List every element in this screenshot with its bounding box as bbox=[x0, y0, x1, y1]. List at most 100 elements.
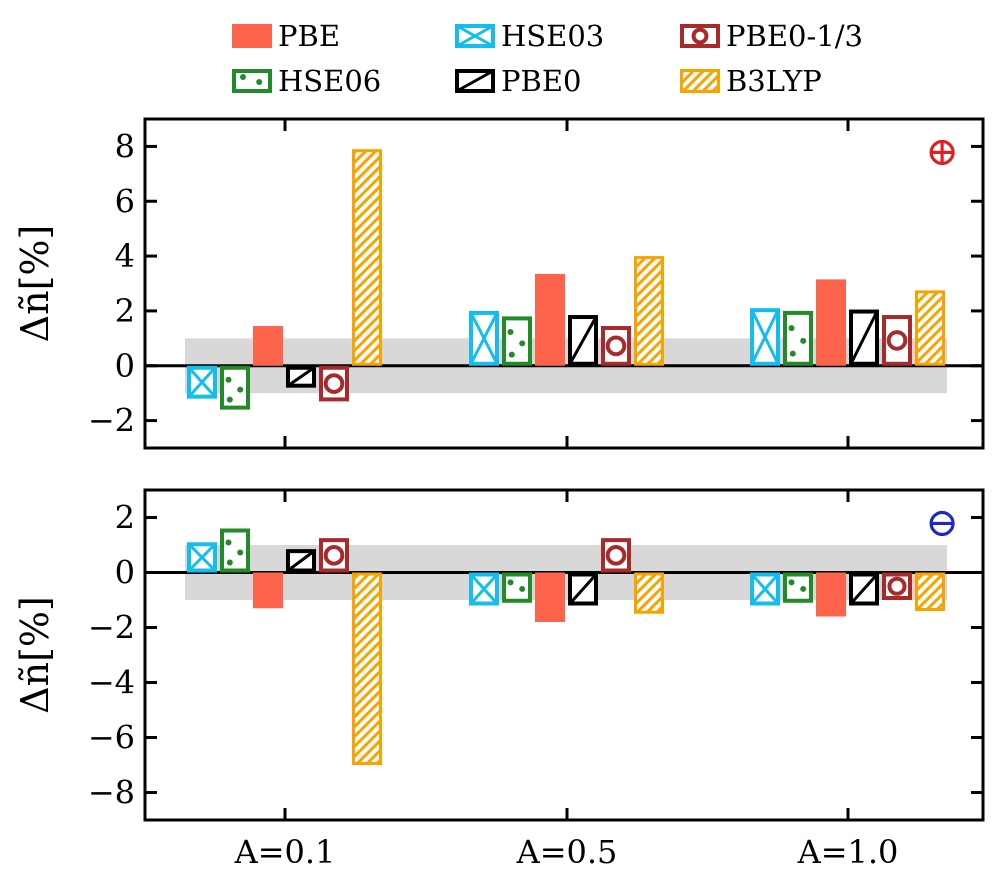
bar-hse06-a-1-0 bbox=[783, 310, 813, 366]
bar-pbe0-a-0-1 bbox=[286, 549, 316, 573]
bar-b3lyp-a-0-5-fill bbox=[634, 256, 664, 366]
y-tick-label: −2 bbox=[88, 609, 135, 647]
legend-item-pbe0-1-3: PBE0-1/3 bbox=[680, 19, 863, 53]
panel-symbol: ⊕ bbox=[925, 129, 959, 175]
bar-b3lyp-a-0-5 bbox=[634, 256, 664, 366]
bar-pbe-a-1-0 bbox=[816, 572, 846, 617]
bar-b3lyp-a-1-0 bbox=[915, 290, 945, 366]
bar-hse06-a-0-5 bbox=[502, 572, 532, 603]
legend-item-pbe0: PBE0 bbox=[455, 64, 581, 98]
bar-pbe-a-0-1-fill bbox=[253, 572, 283, 609]
y-tick-label: 0 bbox=[115, 347, 135, 385]
bar-hse06-a-0-1 bbox=[220, 528, 250, 573]
y-tick-label: −8 bbox=[88, 774, 135, 812]
bar-hse06-a-0-5-fill bbox=[502, 572, 532, 603]
bar-hse03-a-1-0 bbox=[750, 308, 780, 366]
bar-pbe0-a-1-0 bbox=[849, 309, 879, 366]
y-tick-label: 0 bbox=[115, 554, 135, 592]
y-tick-label: −2 bbox=[88, 402, 135, 440]
y-tick-label: 8 bbox=[115, 127, 135, 165]
legend-item-hse03: HSE03 bbox=[455, 19, 604, 53]
legend-swatch-pbe bbox=[232, 24, 272, 48]
bar-pbe-a-0-1 bbox=[253, 572, 283, 609]
y-axis-label: Δñ[%] bbox=[13, 596, 57, 714]
bar-hse03-a-0-5 bbox=[469, 572, 499, 606]
x-tick-label-a-0-5: A=0.5 bbox=[516, 833, 618, 871]
bar-pbe0-a-0-1 bbox=[286, 365, 316, 388]
bar-hse06-a-1-0-fill bbox=[783, 310, 813, 366]
bar-pbe-a-0-1 bbox=[253, 325, 283, 366]
bar-hse06-a-0-5-fill bbox=[502, 316, 532, 366]
y-tick-label: 2 bbox=[115, 499, 135, 537]
legend-swatch-pbe-fill bbox=[232, 24, 272, 48]
legend-label-pbe0: PBE0 bbox=[501, 64, 581, 98]
bar-pbe0-a-0-5 bbox=[568, 315, 598, 366]
legend-swatch-hse06 bbox=[232, 69, 272, 93]
bar-pbe-a-0-5 bbox=[535, 273, 565, 366]
legend-swatch-b3lyp-fill bbox=[680, 69, 720, 93]
bar-pbe-a-0-1-fill bbox=[253, 325, 283, 366]
bar-hse06-a-1-0-fill bbox=[783, 572, 813, 603]
y-tick-label: −6 bbox=[88, 719, 135, 757]
y-tick-label: 2 bbox=[115, 292, 135, 330]
bar-pbe-a-1-0-fill bbox=[816, 279, 846, 366]
legend-item-pbe: PBE bbox=[232, 19, 340, 53]
bar-b3lyp-a-0-1 bbox=[352, 572, 382, 765]
bar-hse03-a-1-0 bbox=[750, 572, 780, 606]
y-tick-label: −4 bbox=[88, 664, 135, 702]
bar-hse03-a-0-1 bbox=[187, 542, 217, 573]
bar-pbe-a-0-5-fill bbox=[535, 273, 565, 366]
legend: PBE HSE03 PBE0-1/3 HSE06 PBE0 B3LYP bbox=[232, 19, 863, 98]
bar-pbe0-1-3-a-0-1 bbox=[319, 538, 349, 573]
bar-hse06-a-0-1 bbox=[220, 365, 250, 410]
legend-label-b3lyp: B3LYP bbox=[726, 64, 822, 98]
bar-b3lyp-a-0-5 bbox=[634, 572, 664, 614]
bar-b3lyp-a-0-1-fill bbox=[352, 572, 382, 765]
legend-swatch-b3lyp bbox=[680, 69, 720, 93]
legend-item-b3lyp: B3LYP bbox=[680, 64, 822, 98]
legend-item-hse06: HSE06 bbox=[232, 64, 381, 98]
top-panel: −2 0 2 4 6 8 Δñ[%] ⊕ bbox=[13, 117, 985, 450]
bar-pbe-a-1-0-fill bbox=[816, 572, 846, 617]
legend-label-hse03: HSE03 bbox=[501, 19, 604, 53]
legend-swatch-hse06-fill bbox=[232, 69, 272, 93]
bar-pbe0-1-3-a-0-5 bbox=[601, 325, 631, 366]
bar-pbe-a-1-0 bbox=[816, 279, 846, 366]
panel-symbol: ⊖ bbox=[925, 500, 959, 546]
bar-b3lyp-a-1-0 bbox=[915, 572, 945, 611]
bar-b3lyp-a-0-5-fill bbox=[634, 572, 664, 614]
bar-hse03-a-0-1 bbox=[187, 365, 217, 399]
x-tick-label-a-0-1: A=0.1 bbox=[234, 833, 336, 871]
bar-pbe-a-0-5-fill bbox=[535, 572, 565, 622]
legend-swatch-pbe0-1-3 bbox=[680, 24, 720, 48]
x-tick-label-a-1-0: A=1.0 bbox=[797, 833, 899, 871]
legend-label-hse06: HSE06 bbox=[278, 64, 381, 98]
bar-b3lyp-a-0-1-fill bbox=[352, 149, 382, 366]
bar-hse06-a-0-1-fill bbox=[220, 365, 250, 410]
bar-pbe0-1-3-a-1-0 bbox=[882, 572, 912, 600]
y-tick-label: 4 bbox=[115, 237, 135, 275]
bar-hse03-a-0-5 bbox=[469, 310, 499, 366]
y-axis-label: Δñ[%] bbox=[13, 225, 57, 343]
axes-frame bbox=[143, 117, 985, 450]
bar-pbe0-1-3-a-0-1 bbox=[319, 365, 349, 402]
bottom-panel: −8 −6 −4 −2 0 2 Δñ[%] ⊖ A=0.1 A=0.5 A=1.0 bbox=[13, 488, 985, 871]
axes-frame bbox=[143, 488, 985, 822]
bar-b3lyp-a-1-0-fill bbox=[915, 290, 945, 366]
bar-hse06-a-1-0 bbox=[783, 572, 813, 603]
bar-hse06-a-0-5 bbox=[502, 316, 532, 366]
y-tick-label: 6 bbox=[115, 182, 135, 220]
bar-pbe0-a-0-5 bbox=[568, 572, 598, 606]
legend-label-pbe: PBE bbox=[278, 19, 340, 53]
bar-b3lyp-a-1-0-fill bbox=[915, 572, 945, 611]
legend-swatch-pbe0-1-3-fill bbox=[680, 24, 720, 48]
bar-hse06-a-0-1-fill bbox=[220, 528, 250, 573]
bar-pbe-a-0-5 bbox=[535, 572, 565, 622]
bar-pbe0-1-3-a-0-5 bbox=[601, 538, 631, 573]
bar-pbe0-1-3-a-1-0 bbox=[882, 315, 912, 366]
legend-label-pbe0-1-3: PBE0-1/3 bbox=[726, 19, 863, 53]
legend-swatch-pbe0 bbox=[455, 69, 495, 93]
bar-b3lyp-a-0-1 bbox=[352, 149, 382, 366]
bar-pbe0-a-1-0 bbox=[849, 572, 879, 606]
